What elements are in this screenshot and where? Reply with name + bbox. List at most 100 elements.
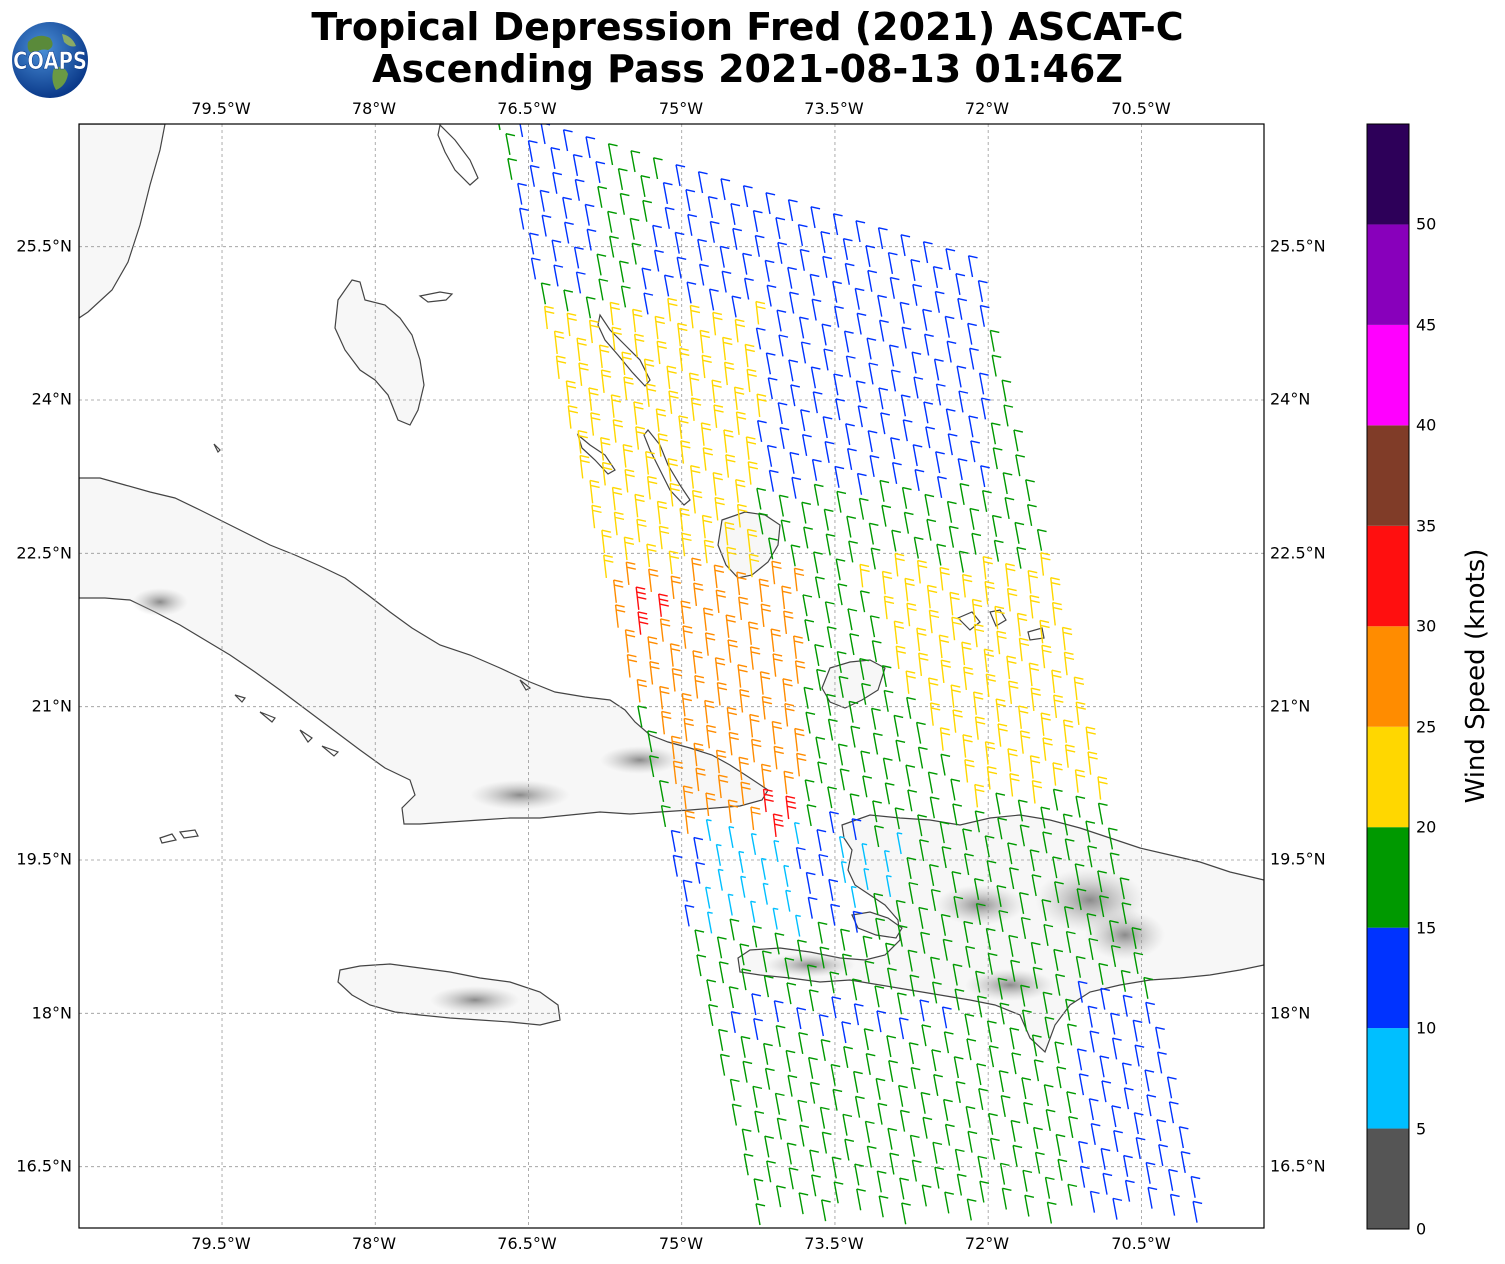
wind-barb: [855, 380, 866, 403]
wind-barb: [633, 333, 645, 358]
lon-tick-top: 79.5°W: [191, 99, 251, 118]
wind-barb: [801, 501, 812, 524]
wind-barb: [765, 352, 776, 375]
wind-barb: [1109, 852, 1120, 875]
wind-barb: [944, 1191, 954, 1214]
wind-barb: [748, 553, 760, 578]
colorbar-bin: [1367, 425, 1409, 526]
wind-barb: [755, 1203, 766, 1226]
wind-barb: [779, 426, 790, 449]
wind-barb: [834, 465, 845, 488]
wind-barb: [749, 646, 761, 670]
wind-barb: [919, 999, 930, 1022]
wind-barb: [694, 674, 705, 699]
wind-barb: [932, 266, 943, 289]
cuba-landmass: [79, 477, 769, 825]
colorbar-bin: [1367, 726, 1409, 828]
wind-barb: [841, 1021, 852, 1044]
wind-barb: [654, 249, 664, 272]
wind-barb: [984, 580, 995, 605]
wind-barb: [950, 684, 961, 708]
wind-barb: [718, 1028, 728, 1051]
colorbar-tick: 5: [1416, 1119, 1427, 1139]
wind-barb: [632, 308, 643, 333]
wind-barb: [879, 319, 889, 342]
wind-barb: [805, 871, 816, 894]
wind-barb: [802, 594, 813, 617]
wind-barb: [817, 761, 828, 784]
wind-barb: [772, 813, 784, 838]
wind-barb: [655, 408, 667, 432]
lon-tick-bottom: 75°W: [658, 1234, 704, 1253]
wind-barb: [961, 573, 973, 598]
wind-barb: [995, 698, 1006, 722]
wind-barb: [684, 904, 695, 927]
wind-barb: [622, 444, 633, 468]
wind-barb: [607, 143, 618, 166]
wind-barb: [1030, 941, 1041, 964]
wind-barb: [979, 1180, 990, 1203]
colorbar-tick: 0: [1416, 1219, 1427, 1239]
wind-barb: [1018, 892, 1029, 915]
wind-barb: [908, 1042, 919, 1065]
wind-barb: [835, 558, 846, 581]
wind-barb: [1146, 1094, 1157, 1117]
wind-barb: [856, 472, 867, 495]
wind-barb: [787, 1074, 798, 1097]
wind-barb: [759, 671, 771, 695]
wind-barb: [530, 257, 541, 280]
wind-barb: [728, 986, 739, 1009]
wind-barb: [672, 760, 684, 785]
grand-bahama: [418, 291, 454, 303]
wind-barb: [596, 253, 607, 276]
wind-barb: [813, 483, 824, 506]
lat-tick-left: 22.5°N: [16, 543, 72, 563]
wind-barb: [911, 1159, 922, 1182]
wind-barb: [928, 864, 939, 887]
wind-barb: [934, 290, 945, 313]
wind-barb: [790, 384, 800, 407]
wind-barb: [980, 397, 991, 420]
wind-barb: [895, 899, 906, 922]
wind-barb: [844, 1138, 855, 1161]
wind-barb: [747, 621, 759, 645]
wind-barb: [771, 720, 783, 745]
wind-barb: [1007, 748, 1018, 772]
wind-barb: [944, 1123, 955, 1146]
wind-barb: [814, 576, 825, 599]
wind-barb: [1077, 980, 1088, 1003]
wind-barb: [825, 533, 836, 556]
wind-barb: [913, 376, 924, 399]
wind-barb: [1110, 944, 1121, 967]
wind-barb: [988, 1112, 998, 1135]
wind-barb: [1012, 1144, 1023, 1167]
wind-barb: [908, 881, 919, 904]
wind-barb: [977, 1155, 988, 1178]
wind-barb: [1143, 976, 1154, 999]
colorbar-bin: [1367, 626, 1409, 727]
wind-barb: [799, 1124, 810, 1147]
wind-barb: [675, 164, 686, 187]
wind-barb: [1002, 472, 1013, 495]
wind-barb: [1032, 966, 1043, 989]
wind-barb: [957, 458, 968, 481]
wind-barb: [752, 1085, 763, 1108]
wind-barb: [693, 582, 704, 607]
wind-barb: [985, 673, 996, 698]
wind-barb: [610, 394, 622, 418]
wind-barb: [1076, 1048, 1087, 1071]
wind-barb: [715, 589, 726, 614]
lon-tick-bottom: 70.5°W: [1111, 1234, 1171, 1253]
wind-barb: [519, 207, 529, 230]
wind-barb: [832, 280, 842, 303]
wind-barb: [1028, 662, 1040, 687]
wind-barb: [1043, 1084, 1054, 1107]
wind-barb: [586, 228, 597, 251]
wind-barb: [563, 289, 574, 312]
wind-barb: [738, 850, 745, 873]
wind-barb: [1033, 1059, 1044, 1082]
wind-barb: [957, 297, 968, 320]
wind-barb: [585, 296, 596, 319]
wind-barb: [827, 786, 837, 809]
wind-barb: [1043, 923, 1054, 946]
